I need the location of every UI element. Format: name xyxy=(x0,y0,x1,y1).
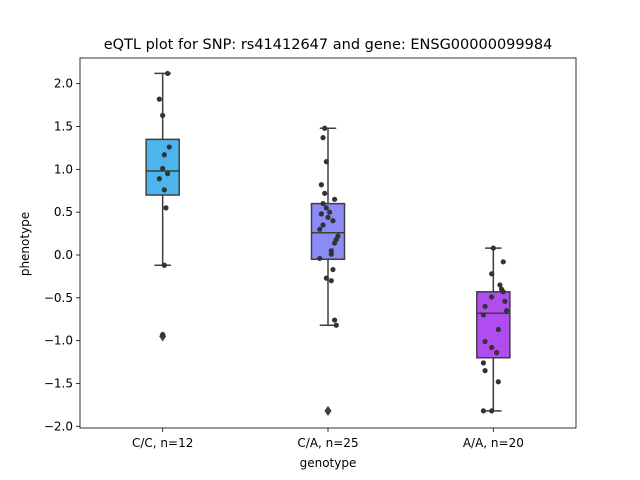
data-point xyxy=(328,278,334,284)
data-point xyxy=(330,266,336,273)
data-point xyxy=(160,112,166,118)
data-point xyxy=(480,312,487,318)
data-point xyxy=(489,408,495,414)
data-point xyxy=(317,226,323,232)
data-point xyxy=(323,205,329,211)
data-point xyxy=(500,259,506,265)
data-point xyxy=(165,70,171,77)
data-point xyxy=(480,360,487,366)
y-tick-label: 0.5 xyxy=(54,205,73,219)
box-group xyxy=(310,125,346,416)
y-tick-label: −2.0 xyxy=(44,419,73,433)
data-point xyxy=(482,368,488,374)
data-point xyxy=(497,282,503,288)
data-point xyxy=(320,201,326,207)
data-point xyxy=(333,322,339,328)
data-point xyxy=(480,408,487,414)
data-point xyxy=(322,190,328,196)
data-point xyxy=(161,187,167,193)
data-point xyxy=(489,344,495,351)
data-point xyxy=(489,271,495,277)
box-group xyxy=(145,70,180,342)
data-point xyxy=(494,350,500,356)
data-point xyxy=(161,152,167,158)
data-point xyxy=(156,96,162,102)
data-point xyxy=(320,135,326,141)
data-point xyxy=(332,196,338,202)
data-point xyxy=(500,289,506,295)
x-tick-label: A/A, n=20 xyxy=(463,436,524,450)
axes-frame xyxy=(79,57,577,429)
y-tick-label: −1.0 xyxy=(44,334,73,348)
data-point xyxy=(160,165,166,172)
data-point xyxy=(317,255,323,262)
data-point xyxy=(166,144,172,150)
data-point xyxy=(160,332,166,338)
data-point xyxy=(318,211,324,217)
data-point xyxy=(163,205,169,211)
y-axis-label: phenotype xyxy=(18,212,32,276)
data-point xyxy=(327,209,333,215)
y-tick-label: 2.0 xyxy=(54,77,73,91)
data-point xyxy=(482,303,488,309)
data-point xyxy=(156,176,162,182)
data-point xyxy=(502,298,508,304)
plot-area: 2.0 1.5 1.0 0.5 0.0 −0.5 −1.0 −1.5 −2.0 C/C, n=12… xyxy=(44,57,577,450)
chart-title: eQTL plot for SNP: rs41412647 and gene: … xyxy=(104,37,553,53)
x-tick-label: C/C, n=12 xyxy=(132,436,193,450)
y-tick-label: 0.0 xyxy=(54,248,73,262)
y-tick-label: 1.0 xyxy=(54,162,73,176)
x-tick-label: C/A, n=25 xyxy=(297,436,358,450)
data-point xyxy=(490,245,496,251)
data-point xyxy=(332,317,338,323)
data-point xyxy=(318,182,324,188)
data-point xyxy=(323,275,329,281)
data-point xyxy=(332,240,338,246)
data-point xyxy=(165,171,171,177)
data-point xyxy=(495,379,501,385)
y-tick-label: −1.5 xyxy=(44,376,73,390)
box-group xyxy=(476,245,511,414)
y-tick-label: 1.5 xyxy=(54,120,73,134)
data-point xyxy=(495,326,501,333)
data-point xyxy=(325,214,331,220)
data-point xyxy=(330,218,336,224)
data-point xyxy=(322,125,328,131)
data-point xyxy=(323,159,329,165)
data-point xyxy=(489,294,495,300)
y-tick-label: −0.5 xyxy=(44,291,73,305)
x-axis-label: genotype xyxy=(300,456,357,470)
data-point xyxy=(161,262,167,268)
data-point xyxy=(482,338,488,345)
data-point xyxy=(320,222,326,228)
data-point xyxy=(328,251,334,257)
outlier-marker xyxy=(324,405,332,416)
data-point xyxy=(503,308,510,314)
